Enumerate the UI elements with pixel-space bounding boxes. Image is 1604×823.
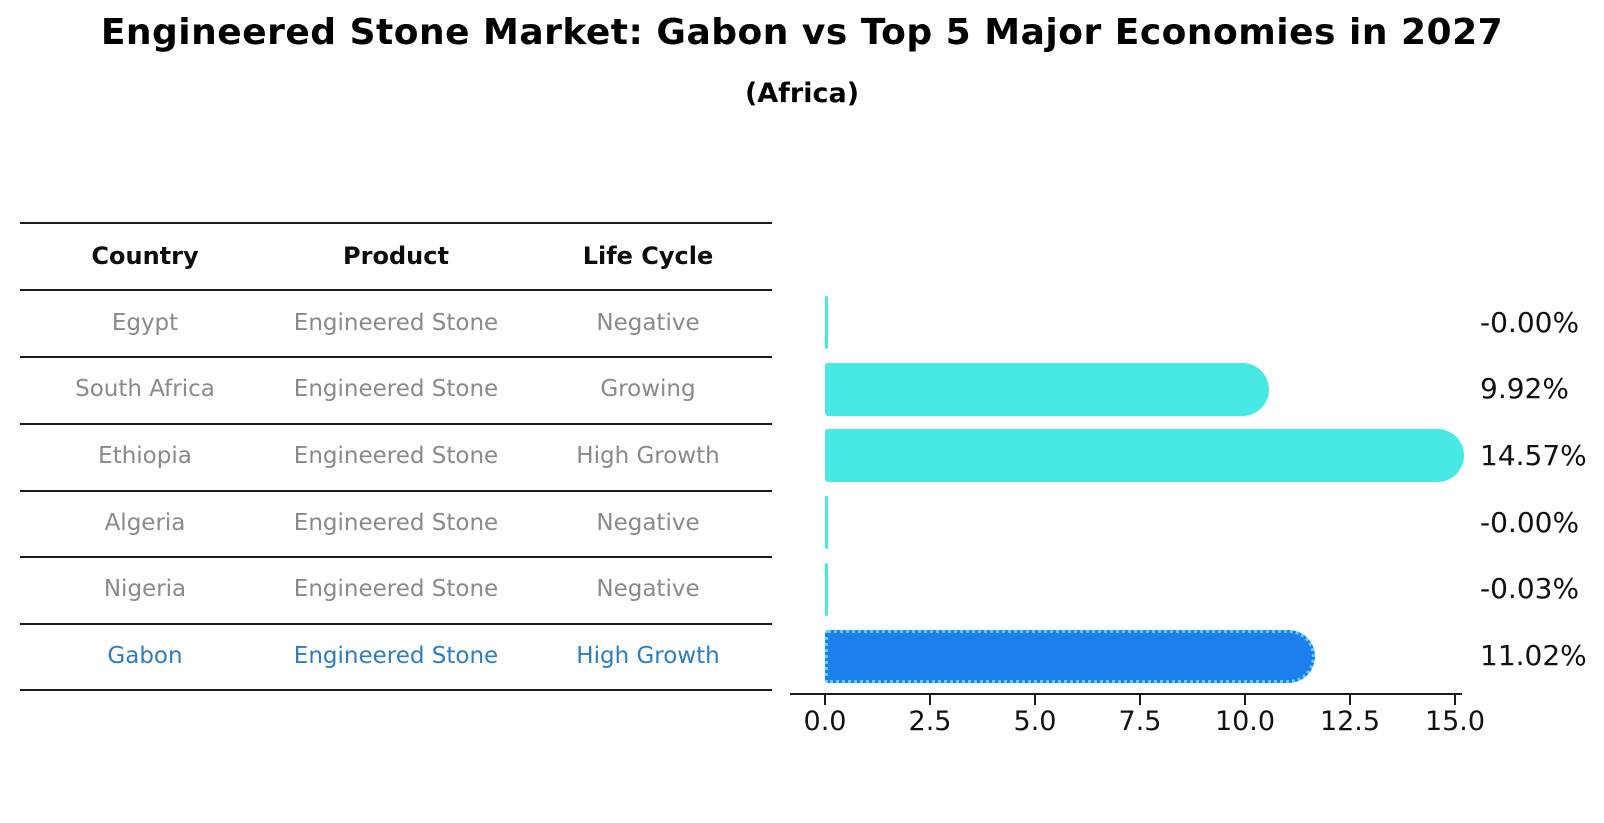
table-row-ethiopia: Ethiopia Engineered Stone High Growth	[20, 422, 774, 489]
table-row-south-africa: South Africa Engineered Stone Growing	[20, 356, 774, 423]
value-label-egypt: -0.00%	[1480, 305, 1580, 339]
table-divider	[20, 356, 772, 358]
x-axis-tick-label: 15.0	[1424, 706, 1486, 737]
bar-algeria	[825, 496, 828, 550]
table-row-nigeria: Nigeria Engineered Stone Negative	[20, 556, 774, 623]
x-axis-tick	[1139, 695, 1141, 705]
x-axis-tick	[824, 695, 826, 705]
table-divider	[20, 289, 772, 291]
cell-lifecycle: Negative	[596, 309, 700, 336]
x-axis-tick	[929, 695, 931, 705]
cell-product: Engineered Stone	[293, 442, 499, 469]
cell-product: Engineered Stone	[293, 376, 499, 403]
value-label-gabon: 11.02%	[1480, 639, 1587, 672]
x-axis-tick	[1244, 695, 1246, 705]
table-divider	[20, 490, 772, 492]
cell-country: Ethiopia	[98, 442, 192, 469]
x-axis-tick-label: 10.0	[1214, 706, 1276, 737]
table-row-gabon: Gabon Engineered Stone High Growth	[20, 623, 774, 690]
table-divider	[20, 556, 772, 558]
cell-country: Nigeria	[103, 576, 187, 603]
x-axis-tick-label: 5.0	[1013, 706, 1057, 737]
cell-country: South Africa	[75, 376, 215, 403]
table-divider	[20, 423, 772, 425]
x-axis-tick-label: 12.5	[1319, 706, 1381, 737]
bar-south-africa	[825, 362, 1269, 416]
table-row-egypt: Egypt Engineered Stone Negative	[20, 289, 774, 356]
x-axis-line	[790, 693, 1462, 695]
cell-product: Engineered Stone	[293, 509, 499, 536]
cell-lifecycle: High Growth	[576, 442, 720, 469]
column-header-product: Product	[343, 241, 449, 270]
cell-country: Gabon	[107, 643, 183, 669]
column-header-country: Country	[91, 241, 199, 270]
value-label-ethiopia: 14.57%	[1480, 438, 1587, 472]
cell-country: Egypt	[111, 309, 179, 336]
cell-country: Algeria	[104, 509, 186, 536]
value-label-algeria: -0.00%	[1480, 505, 1580, 539]
bar-nigeria	[825, 562, 828, 616]
cell-lifecycle: Growing	[600, 376, 696, 403]
x-axis-tick-label: 2.5	[908, 706, 952, 737]
cell-product: Engineered Stone	[293, 309, 499, 336]
column-header-lifecycle: Life Cycle	[582, 241, 714, 270]
table-divider	[20, 689, 772, 691]
x-axis-tick	[1349, 695, 1351, 705]
chart-subtitle: (Africa)	[744, 78, 860, 109]
table-header-row: Country Product Life Cycle	[20, 222, 774, 289]
cell-product: Engineered Stone	[293, 576, 499, 603]
table-divider	[20, 623, 772, 625]
bar-egypt	[825, 296, 828, 349]
value-label-nigeria: -0.03%	[1480, 572, 1580, 606]
bar-gabon	[825, 629, 1315, 683]
x-axis-tick-label: 0.0	[803, 706, 847, 737]
bar-ethiopia	[825, 429, 1464, 483]
cell-lifecycle: Negative	[596, 509, 700, 536]
x-axis-tick-label: 7.5	[1118, 706, 1162, 737]
table-divider	[20, 222, 772, 224]
cell-product: Engineered Stone	[293, 643, 499, 669]
cell-lifecycle: Negative	[596, 576, 700, 603]
cell-lifecycle: High Growth	[576, 643, 720, 669]
x-axis-tick	[1454, 695, 1456, 705]
chart-title: Engineered Stone Market: Gabon vs Top 5 …	[100, 12, 1504, 53]
table-row-algeria: Algeria Engineered Stone Negative	[20, 489, 774, 556]
value-label-south-africa: 9.92%	[1480, 372, 1569, 406]
x-axis-tick	[1034, 695, 1036, 705]
